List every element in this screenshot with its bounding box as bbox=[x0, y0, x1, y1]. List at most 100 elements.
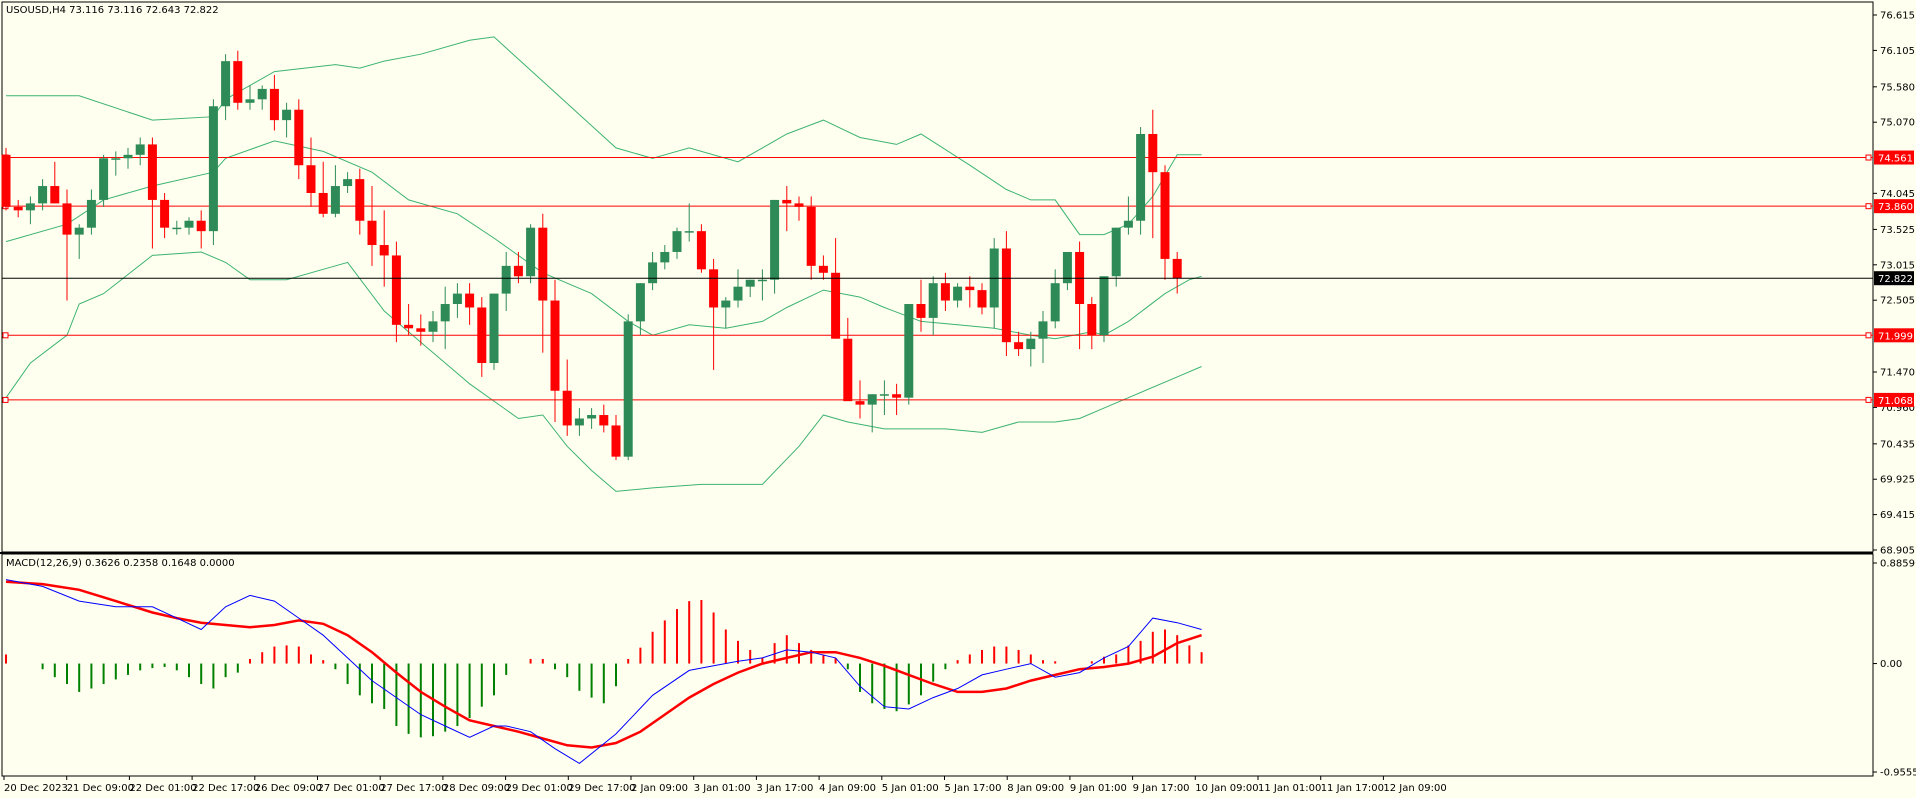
candle-bearish[interactable] bbox=[416, 328, 426, 332]
candle-bullish[interactable] bbox=[135, 144, 145, 155]
candle-bullish[interactable] bbox=[879, 394, 889, 396]
candle-bearish[interactable] bbox=[1001, 248, 1011, 343]
candle-bearish[interactable] bbox=[379, 245, 389, 256]
candle-bullish[interactable] bbox=[1038, 321, 1048, 339]
macd-main-line[interactable] bbox=[5, 579, 1202, 765]
candle-bullish[interactable] bbox=[672, 231, 682, 252]
candle-bullish[interactable] bbox=[452, 293, 462, 305]
candle-bullish[interactable] bbox=[343, 179, 353, 187]
candle-bearish[interactable] bbox=[1160, 172, 1170, 259]
candle-bullish[interactable] bbox=[221, 61, 231, 107]
candle-bullish[interactable] bbox=[574, 418, 584, 426]
candle-bearish[interactable] bbox=[477, 307, 487, 363]
candle-bearish[interactable] bbox=[977, 290, 987, 308]
candle-bearish[interactable] bbox=[160, 199, 170, 228]
candle-bearish[interactable] bbox=[13, 206, 23, 211]
candle-bullish[interactable] bbox=[86, 199, 96, 228]
candle-bearish[interactable] bbox=[806, 206, 816, 266]
candle-bullish[interactable] bbox=[172, 227, 182, 230]
level-anchor-left[interactable] bbox=[2, 396, 9, 403]
candle-bearish[interactable] bbox=[391, 255, 401, 325]
candle-bullish[interactable] bbox=[440, 304, 450, 322]
candle-bullish[interactable] bbox=[526, 227, 536, 277]
main-price-pane[interactable] bbox=[1, 36, 1874, 492]
candle-bullish[interactable] bbox=[1136, 134, 1146, 221]
candle-bullish[interactable] bbox=[99, 158, 109, 200]
candle-bullish[interactable] bbox=[904, 304, 914, 398]
candle-bullish[interactable] bbox=[953, 286, 963, 301]
candle-bearish[interactable] bbox=[233, 61, 243, 103]
candle-bearish[interactable] bbox=[965, 286, 975, 291]
candle-bearish[interactable] bbox=[318, 192, 328, 214]
candle-bearish[interactable] bbox=[843, 338, 853, 402]
candle-bullish[interactable] bbox=[428, 321, 438, 332]
candle-bullish[interactable] bbox=[587, 415, 597, 419]
candle-bearish[interactable] bbox=[269, 88, 279, 121]
candle-bearish[interactable] bbox=[1, 154, 11, 207]
level-anchor-right[interactable] bbox=[1865, 154, 1872, 161]
candle-bearish[interactable] bbox=[550, 300, 560, 391]
level-anchor-right[interactable] bbox=[1865, 396, 1872, 403]
macd-signal-line[interactable] bbox=[5, 580, 1202, 749]
candle-bullish[interactable] bbox=[1062, 251, 1072, 284]
candle-bullish[interactable] bbox=[733, 286, 743, 301]
candle-bullish[interactable] bbox=[1050, 283, 1060, 322]
candle-bearish[interactable] bbox=[50, 186, 60, 204]
candle-bearish[interactable] bbox=[940, 283, 950, 301]
candle-bullish[interactable] bbox=[721, 300, 731, 308]
level-anchor-right[interactable] bbox=[1865, 203, 1872, 210]
candle-bullish[interactable] bbox=[74, 227, 84, 235]
candle-bullish[interactable] bbox=[648, 262, 658, 284]
candle-bearish[interactable] bbox=[538, 227, 548, 301]
candle-bearish[interactable] bbox=[611, 425, 621, 457]
candle-bullish[interactable] bbox=[111, 158, 121, 160]
level-anchor-right[interactable] bbox=[1865, 332, 1872, 339]
candle-bullish[interactable] bbox=[867, 394, 877, 405]
level-anchor-left[interactable] bbox=[2, 332, 9, 339]
candle-bearish[interactable] bbox=[599, 415, 609, 426]
candle-bearish[interactable] bbox=[892, 394, 902, 398]
candle-bearish[interactable] bbox=[562, 390, 572, 426]
candle-bullish[interactable] bbox=[282, 109, 292, 121]
candle-bearish[interactable] bbox=[306, 165, 316, 193]
candle-bullish[interactable] bbox=[928, 283, 938, 318]
candle-bearish[interactable] bbox=[1087, 304, 1097, 336]
candle-bearish[interactable] bbox=[513, 265, 523, 277]
candle-bearish[interactable] bbox=[62, 203, 72, 235]
candle-bearish[interactable] bbox=[1172, 258, 1182, 279]
candle-bullish[interactable] bbox=[660, 251, 670, 263]
candle-bearish[interactable] bbox=[916, 304, 926, 318]
candle-bearish[interactable] bbox=[831, 272, 841, 339]
candle-bullish[interactable] bbox=[208, 106, 218, 232]
candle-bullish[interactable] bbox=[38, 186, 48, 204]
candle-bullish[interactable] bbox=[1099, 276, 1109, 336]
candle-bullish[interactable] bbox=[245, 99, 255, 103]
candle-bullish[interactable] bbox=[123, 154, 133, 159]
candle-bearish[interactable] bbox=[465, 293, 475, 308]
candle-bullish[interactable] bbox=[1026, 338, 1036, 350]
candle-bullish[interactable] bbox=[1111, 227, 1121, 277]
candle-bullish[interactable] bbox=[757, 279, 767, 282]
candle-bearish[interactable] bbox=[294, 109, 304, 166]
candle-bearish[interactable] bbox=[818, 265, 828, 273]
candle-bullish[interactable] bbox=[25, 203, 35, 211]
candle-bearish[interactable] bbox=[1148, 134, 1158, 173]
candle-bearish[interactable] bbox=[404, 324, 414, 329]
candle-bearish[interactable] bbox=[355, 179, 365, 221]
candle-bullish[interactable] bbox=[489, 293, 499, 363]
candle-bullish[interactable] bbox=[684, 231, 694, 233]
macd-pane[interactable] bbox=[5, 579, 1203, 765]
candle-bearish[interactable] bbox=[855, 401, 865, 405]
candle-bearish[interactable] bbox=[147, 144, 157, 200]
candle-bullish[interactable] bbox=[330, 186, 340, 214]
candle-bullish[interactable] bbox=[635, 283, 645, 322]
candle-bullish[interactable] bbox=[257, 88, 267, 100]
candle-bearish[interactable] bbox=[367, 220, 377, 246]
candle-bullish[interactable] bbox=[184, 220, 194, 228]
candle-bearish[interactable] bbox=[782, 199, 792, 204]
candle-bullish[interactable] bbox=[501, 265, 511, 294]
candle-bearish[interactable] bbox=[1014, 342, 1024, 350]
candle-bullish[interactable] bbox=[623, 321, 633, 457]
candle-bearish[interactable] bbox=[709, 269, 719, 308]
